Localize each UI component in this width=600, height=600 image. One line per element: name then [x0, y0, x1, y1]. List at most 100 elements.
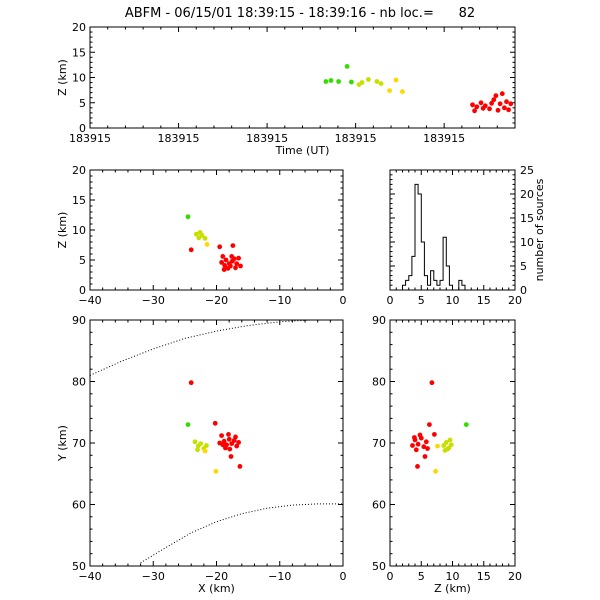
figure-title: ABFM - 06/15/01 18:39:15 - 18:39:16 - nb…: [125, 6, 475, 21]
data-point: [349, 79, 354, 85]
data-point: [234, 261, 240, 266]
x-tick-label: 0: [340, 570, 347, 583]
data-point: [448, 442, 454, 448]
data-point: [497, 101, 503, 107]
data-point: [226, 432, 231, 437]
y-axis-label: Z (km): [56, 212, 69, 249]
data-point: [231, 438, 237, 443]
y-axis-label: number of sources: [533, 178, 546, 281]
data-point: [421, 444, 427, 450]
data-point: [213, 468, 219, 474]
x-tick-label: 15: [477, 570, 491, 583]
y-tick-label: 80: [372, 376, 386, 389]
data-point: [359, 80, 365, 85]
y-tick-label: 20: [72, 21, 86, 34]
x-tick-label: −20: [205, 294, 228, 307]
data-point: [188, 247, 194, 253]
data-point: [328, 78, 334, 83]
data-point: [432, 432, 437, 437]
data-point: [480, 105, 486, 111]
data-point: [217, 440, 223, 446]
data-point: [217, 244, 223, 250]
x-tick-label: 0: [340, 294, 347, 307]
y-tick-label: 70: [372, 437, 386, 450]
data-point: [493, 93, 499, 99]
data-point: [508, 101, 514, 107]
data-point: [222, 263, 228, 268]
data-point: [221, 438, 227, 444]
y-tick-label: 0: [79, 284, 86, 297]
data-point: [234, 443, 240, 449]
x-axis-label: Z (km): [434, 582, 471, 595]
y-tick-label: 5: [520, 260, 527, 273]
data-point: [366, 77, 371, 82]
data-point: [474, 104, 480, 110]
x-axis-label: Time (UT): [275, 144, 330, 157]
y-tick-label: 10: [72, 224, 86, 237]
data-point: [229, 254, 235, 259]
y-tick-label: 5: [79, 254, 86, 267]
data-point: [427, 422, 432, 427]
data-point: [195, 447, 200, 453]
data-point: [221, 267, 227, 272]
x-tick-label: 0: [387, 294, 394, 307]
y-tick-label: 0: [79, 122, 86, 135]
x-tick-label: −10: [268, 294, 291, 307]
data-point: [478, 100, 484, 106]
range-boundary-arc: [140, 503, 343, 564]
y-tick-label: 90: [372, 314, 386, 327]
axes-frame: [89, 26, 516, 129]
data-point: [495, 107, 501, 113]
data-point: [423, 439, 429, 445]
data-point: [433, 468, 438, 474]
x-tick-label: −40: [78, 294, 101, 307]
x-tick-label: 20: [508, 570, 522, 583]
y-tick-label: 15: [72, 194, 86, 207]
data-point: [472, 108, 477, 114]
x-tick-label: 5: [418, 570, 425, 583]
data-point: [400, 89, 405, 94]
data-point: [236, 440, 242, 445]
y-tick-label: 50: [372, 560, 386, 573]
x-tick-label: 10: [446, 570, 460, 583]
data-point: [188, 380, 194, 386]
data-point: [491, 97, 497, 103]
data-point: [336, 79, 341, 84]
x-axis-label: X (km): [198, 582, 235, 595]
data-point: [413, 447, 419, 453]
data-point: [344, 64, 350, 69]
x-tick-label: 183915: [158, 132, 200, 145]
y-tick-label: 20: [72, 164, 86, 177]
panel-altitude-vs-x: 0 5 10 15 20 −40 −30 −20 −10 0 Z (km): [56, 164, 347, 307]
axes-frame: [89, 169, 344, 291]
data-point: [233, 265, 238, 271]
data-point: [429, 380, 435, 386]
data-point: [202, 236, 208, 241]
data-point: [223, 257, 229, 263]
data-point: [425, 446, 430, 451]
data-point: [228, 454, 234, 459]
data-point: [374, 79, 380, 84]
x-tick-label: −10: [268, 570, 291, 583]
y-tick-label: 5: [79, 97, 86, 110]
data-point: [447, 437, 453, 443]
y-tick-label: 10: [72, 72, 86, 85]
x-tick-label: 15: [477, 294, 491, 307]
data-point: [233, 434, 238, 440]
data-point: [422, 454, 428, 459]
data-point: [219, 433, 225, 438]
axes-frame: [89, 319, 344, 567]
data-point: [435, 443, 440, 449]
data-point: [502, 105, 507, 111]
range-boundary-arc: [89, 319, 331, 376]
data-point: [237, 464, 243, 469]
x-tick-label: 10: [446, 294, 460, 307]
data-point: [230, 243, 236, 249]
data-point: [202, 448, 208, 454]
data-point: [393, 77, 399, 83]
data-point: [204, 242, 210, 247]
